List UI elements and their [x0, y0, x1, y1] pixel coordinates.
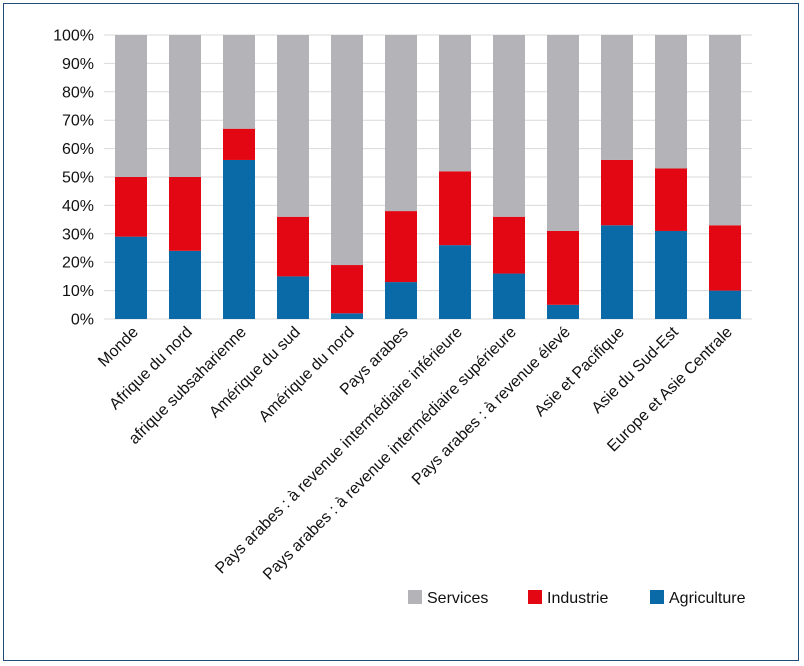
y-tick-label: 10%: [62, 283, 94, 300]
y-tick-label: 100%: [53, 28, 94, 45]
y-tick-label: 30%: [62, 226, 94, 243]
bar-segment-services: [331, 35, 363, 266]
y-tick-label: 50%: [62, 170, 94, 187]
bar-segment-services: [277, 35, 309, 217]
legend-swatch-agriculture: [650, 590, 664, 604]
legend: Services Industrie Agriculture: [408, 590, 746, 607]
x-category-label: Amérique du sud: [206, 324, 304, 422]
bars: [115, 35, 741, 319]
bar-segment-industrie: [331, 265, 363, 314]
legend-label: Agriculture: [669, 590, 746, 607]
y-tick-label: 0%: [71, 312, 94, 329]
legend-swatch-services: [408, 590, 422, 604]
bar-segment-industrie: [439, 171, 471, 246]
bar-segment-agriculture: [115, 236, 147, 319]
bar-segment-industrie: [547, 230, 579, 305]
bar-segment-agriculture: [547, 304, 579, 319]
bar-segment-agriculture: [223, 159, 255, 319]
bar-segment-agriculture: [493, 273, 525, 319]
bar-segment-industrie: [277, 216, 309, 277]
bar-segment-industrie: [601, 159, 633, 226]
bar-segment-services: [709, 35, 741, 226]
x-category-label: Asie et Pacifique: [532, 324, 628, 420]
bar-segment-services: [493, 35, 525, 217]
gridlines: [104, 34, 752, 320]
bar-segment-agriculture: [169, 250, 201, 319]
bar-segment-services: [385, 35, 417, 212]
bar-segment-industrie: [385, 211, 417, 283]
bar-segment-agriculture: [709, 290, 741, 319]
x-category-label: Monde: [95, 324, 142, 371]
bar-segment-industrie: [115, 177, 147, 237]
bar-segment-services: [601, 35, 633, 160]
bar-segment-services: [169, 35, 201, 177]
y-tick-label: 20%: [62, 255, 94, 272]
bar-segment-industrie: [709, 225, 741, 291]
bar-segment-agriculture: [655, 230, 687, 319]
bar-segment-services: [439, 35, 471, 172]
y-axis-ticks: 0% 10% 20% 30% 40% 50% 60% 70% 80% 90% 100%: [53, 28, 94, 329]
bar-segment-industrie: [655, 168, 687, 231]
bar-segment-agriculture: [601, 225, 633, 319]
bar-segment-services: [223, 35, 255, 129]
bar-segment-services: [655, 35, 687, 169]
bar-segment-agriculture: [331, 313, 363, 319]
bar-segment-agriculture: [277, 276, 309, 319]
x-category-label: Pays arabes : à revenue intermédiaire su…: [260, 324, 520, 584]
legend-label: Industrie: [547, 590, 608, 607]
bar-segment-industrie: [169, 177, 201, 251]
bar-segment-industrie: [493, 216, 525, 274]
x-category-label: Amérique du nord: [256, 324, 358, 426]
legend-label: Services: [427, 590, 488, 607]
bar-segment-agriculture: [385, 282, 417, 319]
y-tick-label: 60%: [62, 141, 94, 158]
legend-swatch-industrie: [528, 590, 542, 604]
bar-segment-industrie: [223, 128, 255, 160]
y-tick-label: 90%: [62, 56, 94, 73]
y-tick-label: 70%: [62, 113, 94, 130]
x-category-label: Pays arabes : à revenue intermédiaire in…: [212, 324, 466, 578]
y-tick-label: 80%: [62, 84, 94, 101]
bar-segment-services: [547, 35, 579, 231]
y-tick-label: 40%: [62, 198, 94, 215]
bar-segment-services: [115, 35, 147, 177]
bar-segment-agriculture: [439, 245, 471, 319]
